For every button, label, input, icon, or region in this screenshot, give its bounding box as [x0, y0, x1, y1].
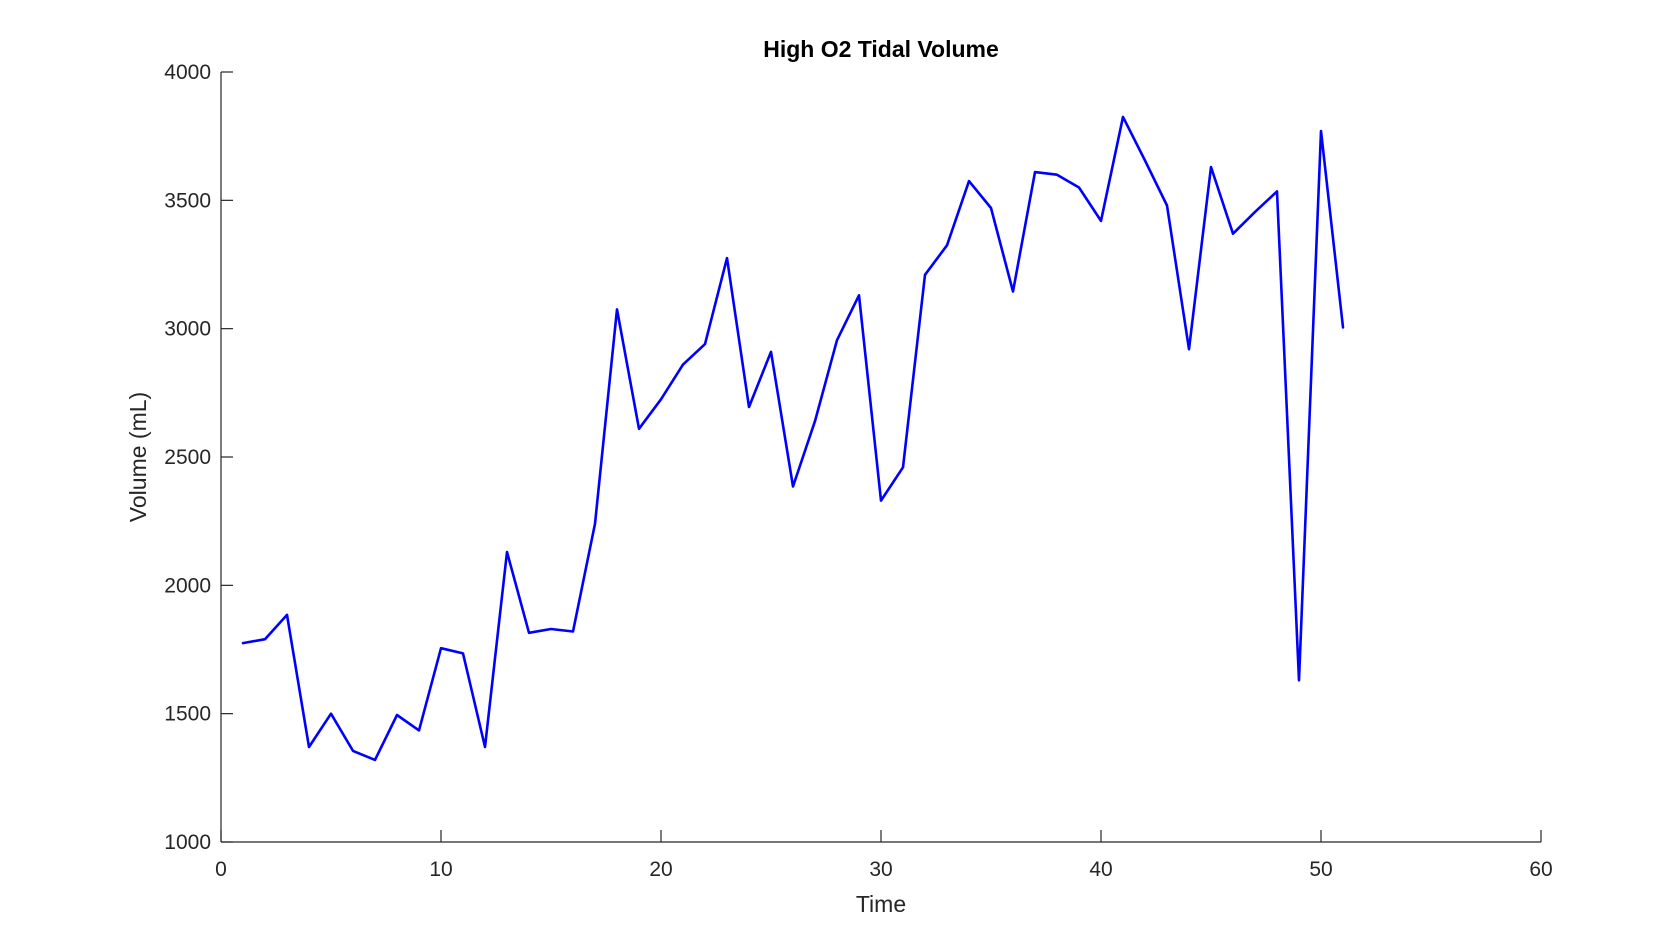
y-tick-label: 1500	[164, 703, 211, 726]
x-tick-label: 10	[429, 858, 452, 881]
x-tick-label: 40	[1089, 858, 1112, 881]
series-line	[241, 115, 1345, 762]
y-tick-label: 2000	[164, 574, 211, 597]
chart-title: High O2 Tidal Volume	[763, 36, 999, 62]
y-tick-label: 1000	[164, 831, 211, 854]
x-tick-label: 30	[869, 858, 892, 881]
y-tick-label: 3500	[164, 189, 211, 212]
y-axis-label: Volume (mL)	[125, 392, 151, 522]
series-group	[241, 115, 1345, 762]
y-tick-label: 3000	[164, 318, 211, 341]
x-tick-label: 60	[1529, 858, 1552, 881]
y-tick-label: 4000	[164, 61, 211, 84]
x-axis-label: Time	[856, 891, 906, 917]
axes: 0 10 20 30 40 50 60 1000 1500 2000 2500 3000 3500 400…	[164, 61, 1552, 881]
y-tick-label: 2500	[164, 446, 211, 469]
x-tick-label: 50	[1309, 858, 1332, 881]
x-tick-label: 0	[215, 858, 227, 881]
x-tick-label: 20	[649, 858, 672, 881]
